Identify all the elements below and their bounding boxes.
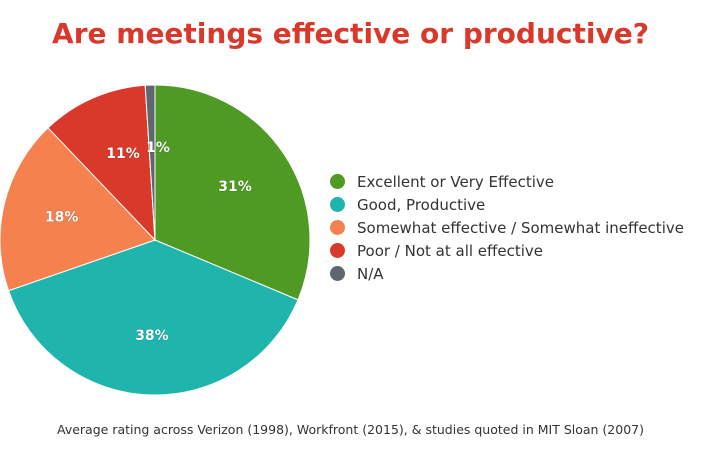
chart-legend: Excellent or Very Effective Good, Product…	[330, 170, 684, 285]
legend-label: N/A	[357, 264, 384, 283]
legend-swatch	[330, 174, 345, 189]
legend-item-poor: Poor / Not at all effective	[330, 239, 684, 262]
pie-slice-somewhat	[0, 127, 156, 292]
pie-slice-na	[144, 84, 156, 241]
pie-data-labels: 31% 38% 18% 11% 1%	[45, 140, 253, 345]
legend-item-excellent: Excellent or Very Effective	[330, 170, 684, 193]
legend-swatch	[330, 266, 345, 281]
legend-swatch	[330, 197, 345, 212]
data-label-poor: 11%	[106, 146, 140, 162]
pie-slice-poor	[47, 84, 156, 242]
data-label-somewhat: 18%	[45, 209, 79, 225]
legend-label: Good, Productive	[357, 195, 486, 214]
legend-swatch	[330, 243, 345, 258]
legend-item-na: N/A	[330, 262, 684, 285]
data-label-na: 1%	[146, 140, 170, 156]
chart-title: Are meetings effective or productive?	[52, 17, 649, 50]
legend-label: Somewhat effective / Somewhat ineffectiv…	[357, 218, 684, 237]
pie-slice-excellent	[154, 84, 311, 301]
legend-swatch	[330, 220, 345, 235]
pie-slices	[0, 84, 311, 396]
legend-label: Excellent or Very Effective	[357, 172, 554, 191]
data-label-good: 38%	[135, 328, 169, 344]
legend-label: Poor / Not at all effective	[357, 241, 543, 260]
pie-slice-good	[7, 239, 299, 396]
chart-caption: Average rating across Verizon (1998), Wo…	[57, 422, 644, 437]
legend-item-good: Good, Productive	[330, 193, 684, 216]
legend-item-somewhat: Somewhat effective / Somewhat ineffectiv…	[330, 216, 684, 239]
data-label-excellent: 31%	[218, 179, 252, 195]
